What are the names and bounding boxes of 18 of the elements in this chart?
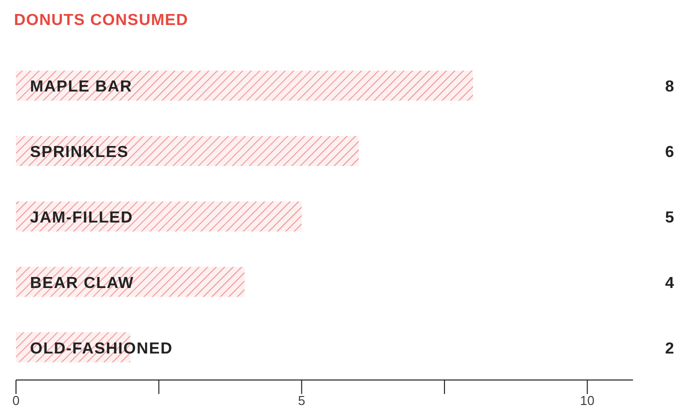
x-tick-label: 5 [298, 393, 306, 408]
data-label: 2 [665, 340, 674, 358]
data-label: 4 [665, 274, 674, 292]
bar [16, 201, 302, 232]
x-tick-label: 0 [12, 393, 20, 408]
y-tick-label: MAPLE BAR [30, 78, 132, 96]
x-tick-label: 10 [580, 393, 595, 408]
y-tick-label: OLD-FASHIONED [30, 340, 173, 358]
data-label: 6 [665, 144, 674, 162]
chart-title: DONUTS CONSUMED [14, 12, 188, 30]
data-label: 8 [665, 78, 674, 96]
y-tick-label: BEAR CLAW [30, 274, 134, 292]
data-label: 5 [665, 209, 674, 226]
y-tick-label: JAM-FILLED [30, 209, 134, 226]
bar [16, 266, 245, 297]
bar [16, 136, 359, 166]
bar [16, 70, 474, 101]
y-tick-label: SPRINKLES [30, 144, 129, 162]
